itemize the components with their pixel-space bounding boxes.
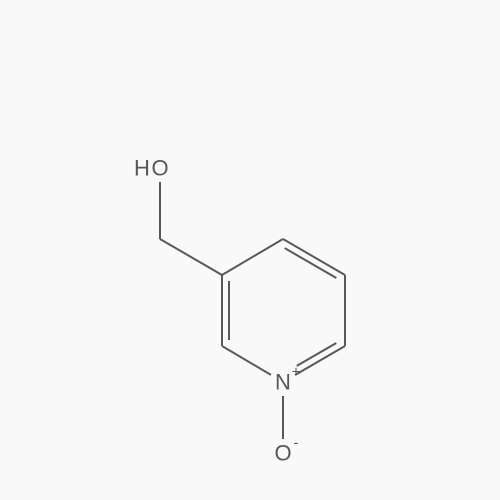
charge-plus-N1: + bbox=[292, 364, 301, 381]
diagram-background bbox=[0, 0, 500, 500]
atom-label-H: H bbox=[134, 156, 150, 181]
molecule-diagram: N+O-HO bbox=[0, 0, 500, 500]
atom-label-O7: O bbox=[274, 441, 291, 466]
atom-label-N1: N bbox=[275, 370, 291, 395]
charge-minus-O7: - bbox=[294, 435, 299, 452]
molecule-svg: N+O-HO bbox=[0, 0, 500, 500]
atom-label-O-hydroxyl: O bbox=[151, 156, 168, 181]
